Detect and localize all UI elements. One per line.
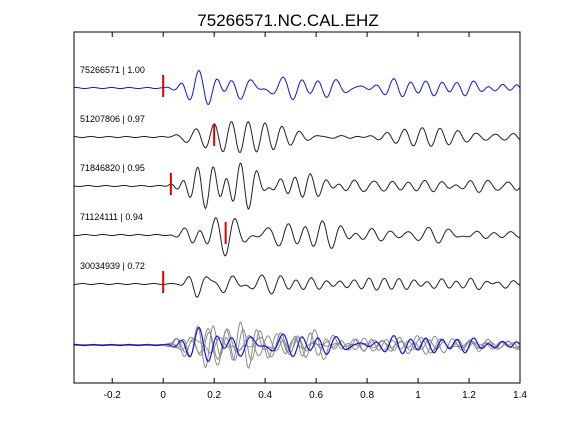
chart-title: 75266571.NC.CAL.EHZ (197, 11, 378, 30)
x-tick-label: 0 (160, 390, 166, 401)
trace-waveform (73, 120, 520, 154)
plot-area: 75266571 | 1.00 51207806 | 0.97 71846820 |… (73, 65, 521, 370)
x-tick-label: 1.2 (462, 390, 476, 401)
trace-waveform (73, 162, 520, 211)
x-tick-label: -0.2 (104, 390, 122, 401)
trace-label: 71124111 | 0.94 (80, 212, 143, 222)
trace-waveform (73, 70, 520, 105)
trace-waveform (73, 217, 520, 257)
x-tick-label: 1.4 (513, 390, 527, 401)
x-tick-label: 0.4 (258, 390, 272, 401)
trace-label: 75266571 | 1.00 (80, 65, 145, 75)
trace-label: 51207806 | 0.97 (80, 114, 145, 124)
trace-label: 30034939 | 0.72 (80, 261, 145, 271)
x-tick-label: 1 (415, 390, 421, 401)
x-tick-label: 0.2 (207, 390, 221, 401)
trace-label: 71846820 | 0.95 (80, 163, 145, 173)
axes-frame (73, 31, 521, 384)
overlay-reference-waveform (73, 327, 521, 363)
trace-waveform (74, 274, 520, 298)
x-tick-label: 0.8 (360, 390, 374, 401)
x-axis: -0.2 0 0.2 0.4 0.6 0.8 1 1.2 1.4 (104, 32, 527, 401)
x-tick-label: 0.6 (309, 390, 323, 401)
